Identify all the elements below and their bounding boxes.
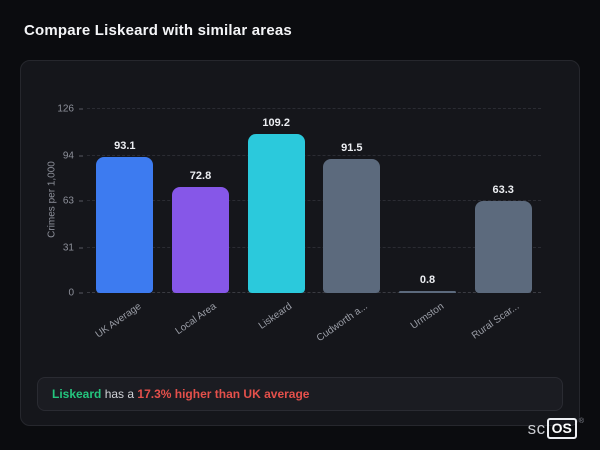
y-tick-label: 0 (68, 288, 83, 299)
bar-group: 0.8 Urmston (390, 109, 466, 332)
chart-card: Crimes per 1,000 126 94 63 31 0 93.1 UK Avera… (20, 60, 580, 426)
x-axis-label: Local Area (173, 301, 219, 338)
gridline (87, 292, 541, 293)
bar-value-label: 0.8 (419, 274, 436, 286)
y-tick-label: 63 (63, 196, 83, 207)
y-tick-label: 126 (57, 104, 83, 115)
logo-text-os: OS (546, 418, 577, 439)
y-axis-label: Crimes per 1,000 (46, 161, 58, 238)
page-title: Compare Liskeard with similar areas (24, 22, 292, 39)
logo-text-sc: sc (527, 418, 546, 438)
bar[interactable] (96, 157, 154, 293)
gridline (87, 200, 541, 201)
bar[interactable] (172, 186, 229, 293)
x-axis-label: UK Average (93, 301, 144, 341)
x-axis-label: Cudworth a... (315, 301, 371, 345)
bar[interactable] (474, 200, 532, 293)
bar[interactable] (247, 133, 305, 293)
bar-value-label: 63.3 (492, 183, 514, 196)
summary-connector-text: has a (101, 387, 138, 401)
y-tick-label: 94 (63, 150, 83, 161)
plot-area: Crimes per 1,000 126 94 63 31 0 93.1 UK Avera… (47, 104, 541, 344)
bars: 93.1 UK Average 72.8 Local Area 109.2 Liskear… (87, 109, 541, 344)
bar-group: 91.5 Cudworth a... (314, 109, 390, 344)
bar[interactable] (399, 291, 457, 293)
registered-mark: ® (578, 418, 584, 425)
x-axis-label: Liskeard (257, 301, 295, 332)
summary-highlight: 17.3% higher than UK average (137, 387, 310, 401)
x-axis-label: Rural Scar... (470, 301, 522, 342)
bar-group: 72.8 Local Area (163, 109, 239, 337)
summary-area-name: Liskeard (52, 387, 102, 401)
bar-value-label: 109.2 (262, 116, 290, 129)
bar-value-label: 93.1 (114, 140, 136, 153)
y-tick-label: 31 (63, 242, 83, 253)
gridline (87, 108, 541, 109)
x-axis-label: Urmston (408, 301, 446, 332)
bar-group: 93.1 UK Average (87, 109, 163, 341)
bar-value-label: 72.8 (189, 169, 212, 182)
summary-banner: Liskeard has a 17.3% higher than UK aver… (37, 377, 563, 411)
bar-value-label: 91.5 (341, 142, 363, 155)
bar-group: 63.3 Rural Scar... (465, 109, 541, 342)
scos-logo: sc OS ® (528, 418, 584, 439)
bar[interactable] (323, 159, 381, 293)
gridline (87, 246, 541, 248)
bar-group: 109.2 Liskeard (238, 109, 314, 332)
gridline (87, 154, 541, 156)
